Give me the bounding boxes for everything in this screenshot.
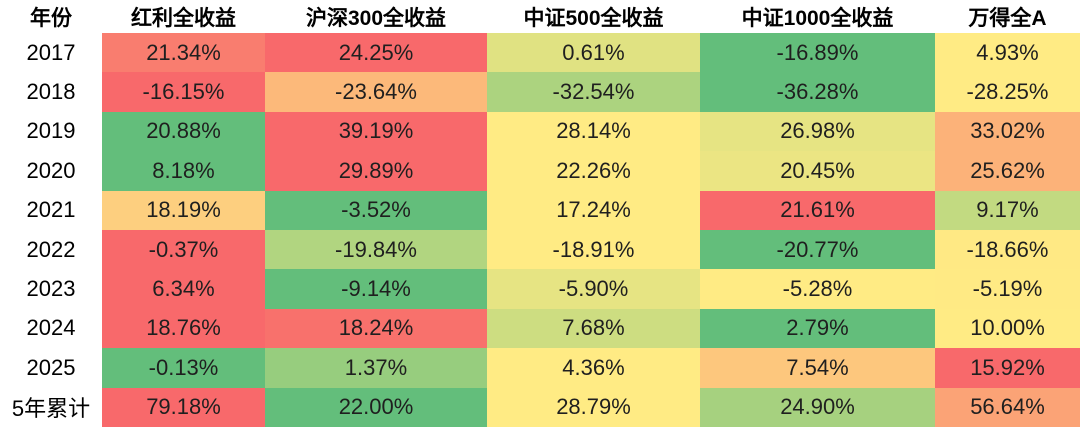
row-label: 2020 bbox=[0, 151, 102, 191]
value-cell: 24.25% bbox=[265, 33, 487, 73]
column-header: 红利全收益 bbox=[102, 0, 265, 33]
row-label: 2024 bbox=[0, 308, 102, 349]
value-cell: 28.79% bbox=[487, 387, 700, 427]
value-cell: -20.77% bbox=[700, 229, 935, 270]
value-cell: 79.18% bbox=[102, 387, 265, 427]
value-cell: -0.37% bbox=[102, 229, 265, 270]
row-label: 2018 bbox=[0, 72, 102, 112]
value-cell: -16.15% bbox=[102, 72, 265, 112]
row-label: 2022 bbox=[0, 229, 102, 270]
value-cell: -19.84% bbox=[265, 229, 487, 270]
value-cell: 18.24% bbox=[265, 308, 487, 349]
value-cell: 2.79% bbox=[700, 308, 935, 349]
value-cell: -5.28% bbox=[700, 269, 935, 309]
value-cell: 33.02% bbox=[935, 111, 1080, 152]
value-cell: 22.00% bbox=[265, 387, 487, 427]
row-label: 2023 bbox=[0, 269, 102, 309]
row-label: 2019 bbox=[0, 111, 102, 152]
column-header: 中证500全收益 bbox=[487, 0, 700, 33]
value-cell: 21.34% bbox=[102, 33, 265, 73]
value-cell: 18.19% bbox=[102, 190, 265, 230]
value-cell: -3.52% bbox=[265, 190, 487, 230]
value-cell: 6.34% bbox=[102, 269, 265, 309]
value-cell: 10.00% bbox=[935, 308, 1080, 349]
column-header: 万得全A bbox=[935, 0, 1080, 33]
value-cell: 1.37% bbox=[265, 348, 487, 388]
row-label: 5年累计 bbox=[0, 387, 102, 427]
value-cell: 21.61% bbox=[700, 190, 935, 230]
value-cell: 9.17% bbox=[935, 190, 1080, 230]
value-cell: 56.64% bbox=[935, 387, 1080, 427]
value-cell: 25.62% bbox=[935, 151, 1080, 191]
value-cell: 29.89% bbox=[265, 151, 487, 191]
value-cell: 8.18% bbox=[102, 151, 265, 191]
value-cell: 7.54% bbox=[700, 348, 935, 388]
value-cell: 24.90% bbox=[700, 387, 935, 427]
value-cell: -0.13% bbox=[102, 348, 265, 388]
value-cell: 28.14% bbox=[487, 111, 700, 152]
value-cell: -36.28% bbox=[700, 72, 935, 112]
value-cell: 22.26% bbox=[487, 151, 700, 191]
value-cell: 4.36% bbox=[487, 348, 700, 388]
value-cell: 39.19% bbox=[265, 111, 487, 152]
value-cell: 26.98% bbox=[700, 111, 935, 152]
value-cell: 17.24% bbox=[487, 190, 700, 230]
value-cell: -32.54% bbox=[487, 72, 700, 112]
value-cell: -18.66% bbox=[935, 229, 1080, 270]
value-cell: -28.25% bbox=[935, 72, 1080, 112]
row-label: 2021 bbox=[0, 190, 102, 230]
value-cell: 18.76% bbox=[102, 308, 265, 349]
value-cell: 0.61% bbox=[487, 33, 700, 73]
value-cell: 7.68% bbox=[487, 308, 700, 349]
value-cell: -5.19% bbox=[935, 269, 1080, 309]
value-cell: 20.88% bbox=[102, 111, 265, 152]
value-cell: -18.91% bbox=[487, 229, 700, 270]
value-cell: -5.90% bbox=[487, 269, 700, 309]
column-header: 沪深300全收益 bbox=[265, 0, 487, 33]
value-cell: 4.93% bbox=[935, 33, 1080, 73]
value-cell: 15.92% bbox=[935, 348, 1080, 388]
value-cell: 20.45% bbox=[700, 151, 935, 191]
column-header: 中证1000全收益 bbox=[700, 0, 935, 33]
value-cell: -9.14% bbox=[265, 269, 487, 309]
header-year: 年份 bbox=[0, 0, 102, 33]
row-label: 2025 bbox=[0, 348, 102, 388]
value-cell: -23.64% bbox=[265, 72, 487, 112]
value-cell: -16.89% bbox=[700, 33, 935, 73]
row-label: 2017 bbox=[0, 33, 102, 73]
